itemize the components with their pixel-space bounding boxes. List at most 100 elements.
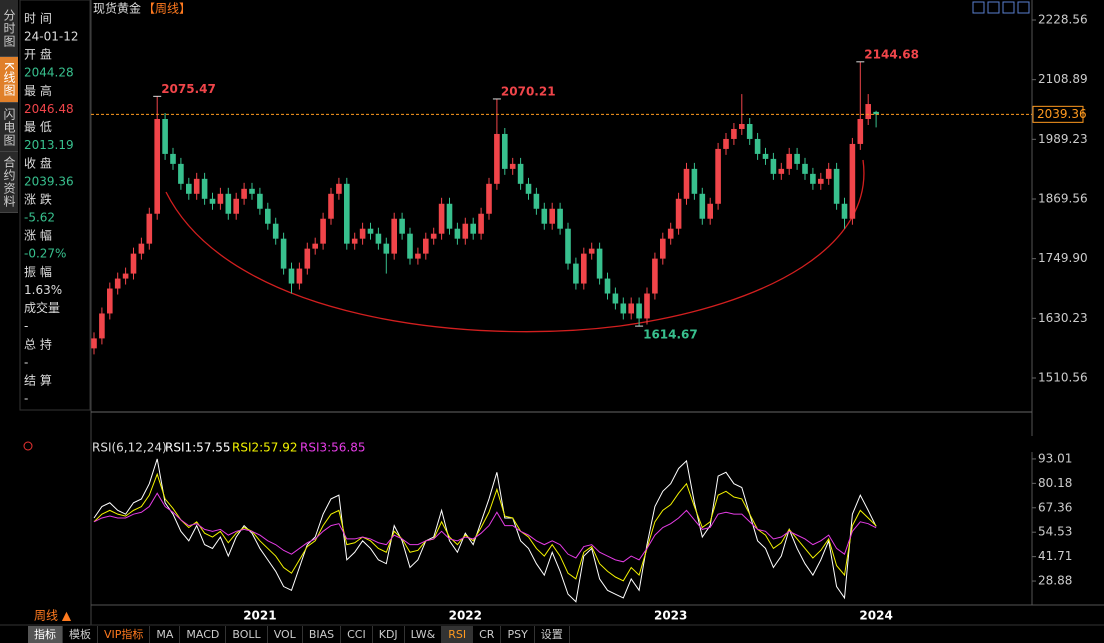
y-tick-label: 67.36: [1038, 500, 1072, 514]
candle-body: [778, 168, 785, 174]
extreme-label: 2075.47: [161, 82, 216, 96]
y-tick-label: 80.18: [1038, 476, 1072, 490]
info-label: 涨 跌: [24, 192, 52, 207]
toolbar-tab[interactable]: VOL: [268, 626, 303, 643]
toolbar-tab[interactable]: BOLL: [226, 626, 268, 643]
candle-body: [825, 168, 832, 179]
candle-body: [454, 228, 461, 239]
candle-body: [130, 253, 137, 274]
button[interactable]: [1002, 1, 1015, 14]
candle-body: [170, 153, 176, 164]
button[interactable]: [1017, 1, 1030, 14]
candle-body: [272, 223, 279, 239]
y-tick-label: 93.01: [1038, 451, 1072, 465]
toolbar-tab[interactable]: RSI: [442, 626, 474, 643]
y-tick-label: 41.71: [1038, 549, 1072, 563]
indicator-title: RSI(6,12,24): [92, 441, 167, 455]
candle-body: [423, 238, 429, 254]
sidebar-tab[interactable]: K线图: [0, 57, 18, 103]
candle-body: [114, 278, 121, 289]
candle-body: [233, 198, 239, 214]
window-buttons[interactable]: [972, 1, 1030, 14]
candle-body: [699, 193, 706, 219]
candle-body: [344, 183, 350, 244]
toolbar-tab[interactable]: MA: [150, 626, 181, 643]
candle-body: [241, 188, 247, 199]
candle-body: [762, 153, 769, 159]
rsi-line: [93, 472, 877, 582]
candle-body: [201, 178, 208, 199]
y-tick-label: 1749.90: [1038, 251, 1088, 265]
button[interactable]: [987, 1, 1000, 14]
candle-body: [612, 293, 619, 304]
x-tick-label: 2021: [243, 609, 276, 623]
candle-body: [667, 228, 674, 239]
candle-body: [557, 208, 563, 229]
info-label: 涨 幅: [24, 228, 52, 243]
toolbar-tab[interactable]: CR: [473, 626, 502, 643]
sidebar-tab[interactable]: 闪电图: [0, 103, 18, 152]
toolbar-tab[interactable]: CCI: [341, 626, 373, 643]
rsi-icon: [23, 441, 33, 451]
candle-body: [99, 313, 105, 339]
toolbar-tab[interactable]: KDJ: [373, 626, 405, 643]
info-label: 成交量: [24, 300, 60, 315]
candle-body: [399, 218, 405, 234]
candle-body: [857, 119, 864, 144]
candle-body: [383, 243, 390, 254]
info-label: 收 盘: [24, 155, 52, 170]
candle-body: [91, 338, 97, 349]
legend-entry: RSI1:57.55: [165, 441, 231, 455]
candle-body: [304, 248, 311, 269]
candle-body: [786, 153, 792, 169]
x-tick-label: 2022: [449, 609, 482, 623]
info-value: -0.27%: [24, 247, 66, 261]
candle-body: [849, 143, 856, 219]
info-value: 2039.36: [24, 174, 74, 188]
extreme-label: 1614.67: [643, 328, 698, 342]
candle-body: [430, 233, 437, 239]
candle-body: [731, 128, 737, 139]
button[interactable]: [972, 1, 985, 14]
candle-body: [478, 213, 484, 234]
candle-body: [509, 163, 516, 169]
info-label: 最 低: [24, 120, 52, 134]
info-value: -: [24, 392, 28, 406]
toolbar-tab[interactable]: VIP指标: [98, 626, 151, 643]
info-value: 2046.48: [24, 102, 74, 116]
sidebar-tab[interactable]: 分时图: [0, 0, 18, 57]
toolbar-tab[interactable]: 设置: [535, 626, 570, 643]
candle-body: [865, 104, 871, 120]
y-tick-label: 1869.56: [1038, 192, 1088, 206]
candle-body: [794, 153, 800, 164]
candle-body: [438, 203, 445, 234]
candle-body: [818, 178, 824, 184]
candle-body: [652, 258, 658, 294]
candle-body: [517, 163, 524, 184]
candle-body: [723, 138, 729, 149]
candle-body: [312, 243, 318, 249]
extreme-label: 2070.21: [501, 84, 556, 98]
candle-body: [391, 218, 397, 254]
candle-body: [107, 288, 113, 314]
toolbar-tab[interactable]: MACD: [180, 626, 227, 643]
candle-body: [810, 173, 816, 184]
toolbar-tab[interactable]: BIAS: [303, 626, 342, 643]
candle-body: [470, 223, 476, 234]
candle-body: [588, 248, 595, 254]
x-tick-label: 2024: [859, 609, 892, 623]
toolbar-tab[interactable]: 模板: [63, 626, 98, 643]
y-tick-label: 1510.56: [1038, 371, 1088, 385]
candle-body: [138, 243, 145, 254]
sidebar-tab[interactable]: 合约资料: [0, 152, 18, 213]
toolbar-tab[interactable]: LW&: [405, 626, 443, 643]
period-button[interactable]: 周线 ▲: [34, 609, 72, 623]
toolbar-tab[interactable]: 指标: [28, 626, 63, 643]
candle-body: [486, 183, 492, 214]
title: 现货黄金: [93, 1, 141, 16]
toolbar-tab[interactable]: PSY: [501, 626, 535, 643]
info-panel: [19, 0, 91, 411]
candle-body: [446, 203, 453, 229]
info-label: 最 高: [24, 83, 52, 98]
